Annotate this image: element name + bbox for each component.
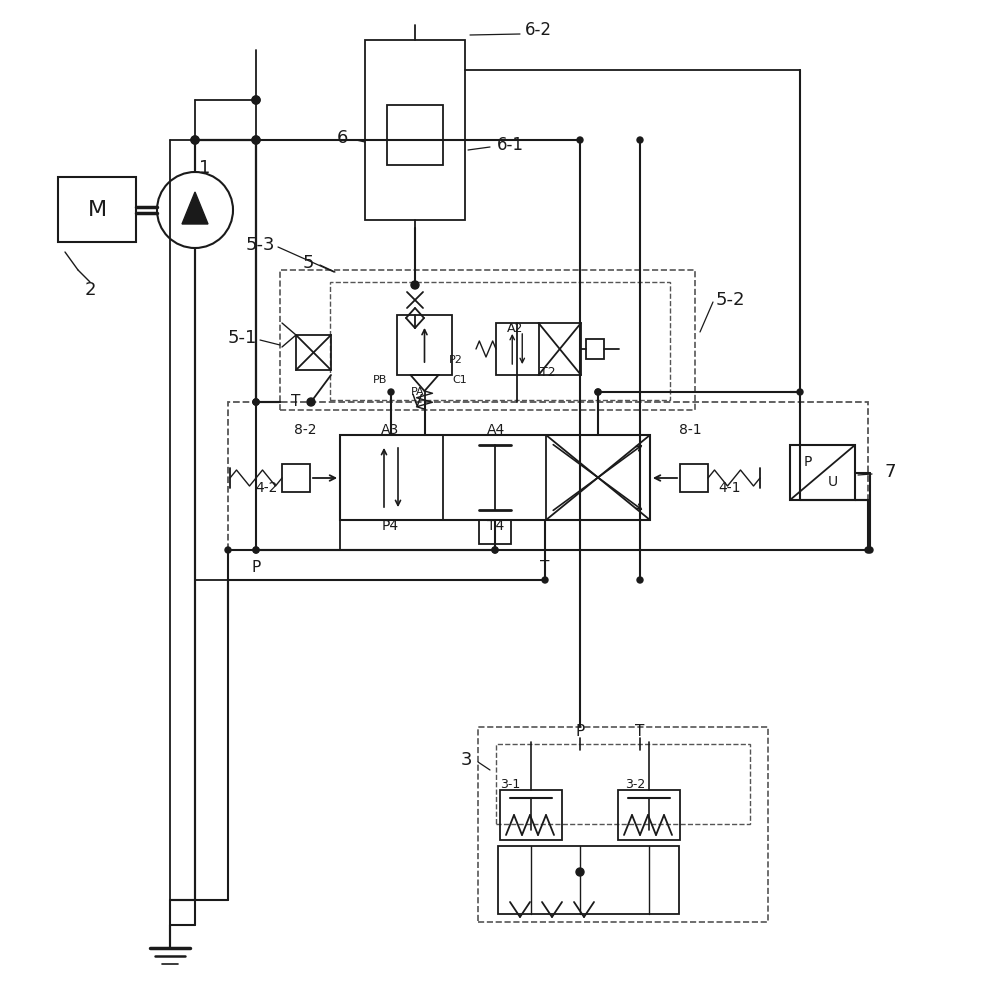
Circle shape xyxy=(797,389,803,395)
Bar xyxy=(496,323,581,375)
Circle shape xyxy=(252,136,260,144)
Circle shape xyxy=(252,136,260,144)
Circle shape xyxy=(307,398,315,406)
Bar xyxy=(340,435,650,520)
Circle shape xyxy=(637,577,643,583)
Text: A3: A3 xyxy=(381,423,400,437)
Circle shape xyxy=(595,389,601,395)
Text: 5: 5 xyxy=(303,254,314,272)
Circle shape xyxy=(253,547,259,553)
Circle shape xyxy=(492,547,498,553)
Text: 2: 2 xyxy=(84,281,96,299)
Text: P4: P4 xyxy=(382,519,399,533)
Text: 3: 3 xyxy=(460,751,472,769)
Text: 5-1: 5-1 xyxy=(227,329,257,347)
Text: PB: PB xyxy=(373,375,387,385)
Circle shape xyxy=(253,399,259,405)
Text: 5-3: 5-3 xyxy=(245,236,275,254)
Text: T: T xyxy=(540,560,550,576)
Bar xyxy=(479,520,511,544)
Text: M: M xyxy=(87,200,107,220)
Text: P: P xyxy=(251,560,261,576)
Circle shape xyxy=(867,547,873,553)
Text: 6-2: 6-2 xyxy=(524,21,552,39)
Bar xyxy=(387,105,443,165)
Text: P2: P2 xyxy=(449,355,463,365)
Circle shape xyxy=(577,137,583,143)
Bar xyxy=(228,402,868,550)
Text: U: U xyxy=(828,475,838,489)
Text: T2: T2 xyxy=(540,365,556,378)
Circle shape xyxy=(253,399,259,405)
Text: 6: 6 xyxy=(336,129,348,147)
Text: A4: A4 xyxy=(487,423,505,437)
Bar xyxy=(397,315,452,375)
Circle shape xyxy=(542,577,548,583)
Circle shape xyxy=(576,868,584,876)
Text: 5-2: 5-2 xyxy=(715,291,745,309)
Bar xyxy=(58,177,136,242)
Bar xyxy=(586,339,604,359)
Text: T: T xyxy=(292,394,301,410)
Text: T: T xyxy=(635,724,645,740)
Text: 8-1: 8-1 xyxy=(678,423,701,437)
Bar xyxy=(330,282,670,400)
Circle shape xyxy=(191,136,199,144)
Circle shape xyxy=(388,389,394,395)
Text: 1: 1 xyxy=(200,159,211,177)
Bar xyxy=(500,790,562,840)
Text: V: V xyxy=(411,394,422,410)
Text: C1: C1 xyxy=(453,375,468,385)
Polygon shape xyxy=(182,192,208,224)
Bar xyxy=(296,335,331,370)
Circle shape xyxy=(253,399,259,405)
Circle shape xyxy=(252,96,260,104)
Text: A2: A2 xyxy=(506,322,523,334)
Bar xyxy=(680,464,708,492)
Text: 4-1: 4-1 xyxy=(719,481,741,495)
Circle shape xyxy=(411,281,419,289)
Bar xyxy=(282,464,310,492)
Bar xyxy=(365,40,465,220)
Text: P: P xyxy=(804,455,812,469)
Bar xyxy=(496,744,750,824)
Bar xyxy=(790,445,855,500)
Bar xyxy=(498,846,679,914)
Circle shape xyxy=(225,547,231,553)
Circle shape xyxy=(637,137,643,143)
Text: 8-2: 8-2 xyxy=(294,423,316,437)
Circle shape xyxy=(595,389,601,395)
Text: 3-2: 3-2 xyxy=(625,778,645,792)
Circle shape xyxy=(865,547,871,553)
Circle shape xyxy=(253,547,259,553)
Bar xyxy=(478,727,768,922)
Circle shape xyxy=(492,547,498,553)
Bar xyxy=(280,270,695,410)
Text: 4-2: 4-2 xyxy=(256,481,278,495)
Circle shape xyxy=(191,136,199,144)
Circle shape xyxy=(252,96,260,104)
Bar xyxy=(618,790,680,840)
Text: P: P xyxy=(576,724,584,740)
Text: 3-1: 3-1 xyxy=(499,778,520,792)
Text: 7: 7 xyxy=(884,463,896,481)
Text: PA: PA xyxy=(411,387,425,397)
Text: 6-1: 6-1 xyxy=(496,136,523,154)
Text: T4: T4 xyxy=(488,519,504,533)
